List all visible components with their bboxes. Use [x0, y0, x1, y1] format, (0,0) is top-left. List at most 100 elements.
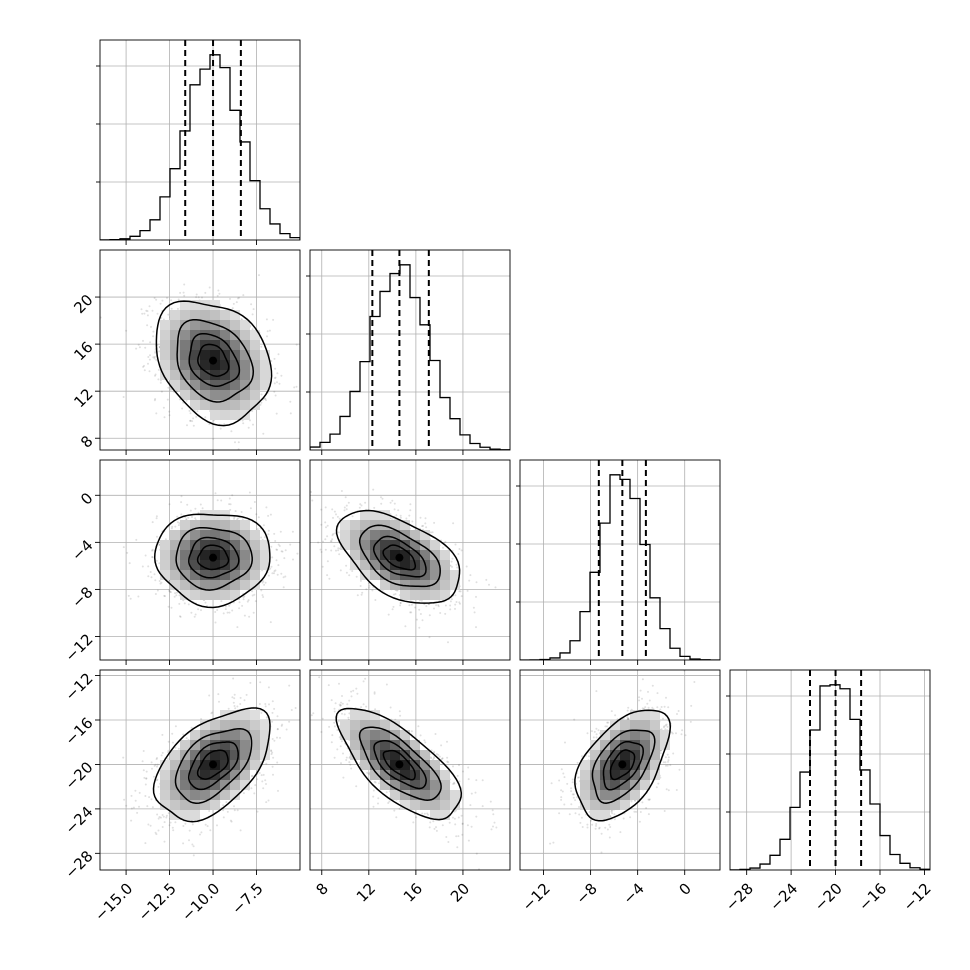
scatter-point: [368, 584, 371, 587]
scatter-point: [409, 509, 412, 512]
scatter-point: [169, 590, 172, 593]
scatter-point: [246, 600, 249, 603]
scatter-point: [190, 611, 193, 614]
grid: [516, 460, 720, 660]
scatter-point: [271, 556, 274, 559]
density-cell: [200, 380, 210, 390]
density-cell: [240, 400, 250, 410]
scatter-point: [359, 579, 362, 582]
scatter-point: [313, 508, 315, 510]
scatter-point: [422, 524, 425, 527]
scatter-point: [185, 518, 188, 521]
scatter-point: [179, 615, 182, 618]
scatter-point: [168, 410, 171, 413]
density-cell: [410, 590, 420, 600]
density-cell: [240, 330, 250, 340]
scatter-point: [158, 580, 161, 582]
scatter-point: [274, 394, 277, 397]
axes-frame: [309, 459, 511, 661]
scatter-point: [258, 274, 260, 277]
density-cell: [220, 390, 230, 400]
scatter-point: [144, 346, 147, 349]
scatter-point: [466, 589, 469, 592]
density-cell: [250, 530, 260, 540]
scatter-point: [295, 385, 298, 388]
density-cell: [180, 550, 190, 560]
density-cell: [180, 570, 190, 580]
scatter-point: [239, 696, 242, 699]
scatter-point: [180, 495, 183, 498]
scatter-point: [275, 548, 278, 551]
scatter-point: [331, 508, 334, 511]
scatter-point: [196, 410, 199, 413]
scatter-point: [301, 371, 303, 373]
density-cell: [240, 540, 250, 550]
scatter-point: [351, 570, 354, 572]
density-cell: [160, 360, 170, 370]
scatter-point: [151, 521, 154, 524]
scatter-point: [387, 613, 390, 616]
scatter-point: [154, 373, 157, 376]
scatter-point: [182, 733, 185, 736]
scatter-point: [233, 516, 236, 519]
density-cell: [250, 360, 260, 370]
scatter-point: [148, 370, 151, 373]
density-cell: [230, 570, 240, 580]
scatter-point: [271, 572, 274, 575]
scatter-point: [280, 572, 283, 575]
scatter-point: [149, 354, 151, 357]
scatter-point: [279, 530, 282, 533]
density-cell: [240, 320, 250, 330]
scatter-point: [372, 488, 375, 491]
density-cell: [210, 380, 220, 390]
density-cell: [430, 590, 440, 600]
scatter-point: [345, 564, 348, 567]
scatter-point: [345, 571, 348, 574]
scatter-point: [151, 556, 154, 559]
scatter-point: [460, 549, 463, 552]
scatter-point: [391, 608, 394, 611]
scatter-point: [469, 574, 472, 577]
density-cell: [210, 400, 220, 410]
scatter-point: [200, 609, 202, 612]
density-cell: [230, 580, 240, 590]
density-cell: [430, 570, 440, 580]
contour-level-1: [153, 513, 271, 609]
scatter-point: [275, 559, 278, 562]
scatter-point: [374, 599, 377, 601]
scatter-point: [276, 548, 279, 551]
scatter-point: [274, 376, 277, 379]
scatter-point: [216, 824, 218, 827]
scatter-point: [231, 494, 234, 497]
scatter-point: [138, 805, 140, 808]
contour-level-4: [382, 544, 417, 571]
scatter-point: [229, 819, 232, 822]
density-cell: [180, 560, 190, 570]
scatter-point: [223, 423, 226, 426]
scatter-point: [167, 749, 170, 752]
scatter-point: [248, 491, 251, 494]
density-cell: [220, 400, 230, 410]
scatter-point: [338, 553, 341, 556]
scatter-point: [155, 758, 158, 761]
scatter-point: [343, 506, 346, 509]
scatter-point: [292, 558, 294, 561]
scatter-point: [425, 526, 428, 529]
scatter-point: [252, 611, 255, 614]
density-cell: [250, 540, 260, 550]
scatter-point: [242, 598, 245, 601]
scatter-point: [269, 513, 272, 516]
scatter-point: [273, 570, 276, 573]
scatter-point: [358, 506, 361, 509]
scatter-point: [324, 521, 327, 524]
axes-frame: [309, 249, 511, 451]
scatter-point: [143, 364, 145, 367]
density-cell: [180, 300, 190, 310]
scatter-point: [397, 509, 400, 512]
scatter-point: [266, 335, 268, 338]
scatter-point: [168, 503, 171, 506]
scatter-point: [458, 548, 461, 550]
density-cell: [190, 300, 200, 310]
scatter-point: [129, 597, 132, 600]
scatter-point: [418, 608, 421, 611]
